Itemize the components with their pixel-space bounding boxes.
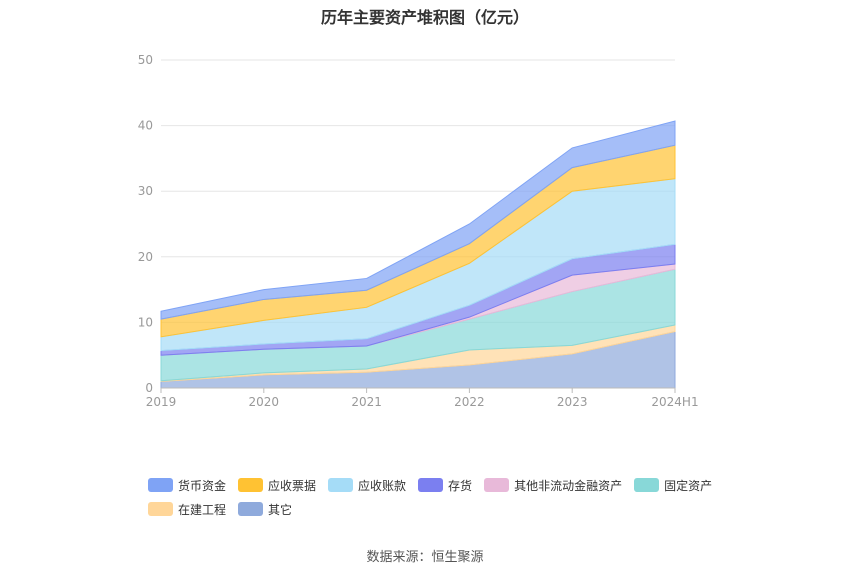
legend-swatch [484,478,510,492]
legend-row: 在建工程 其它 [148,497,748,521]
y-tick-label: 50 [138,53,153,67]
y-tick-label: 10 [138,315,153,329]
chart-title: 历年主要资产堆积图（亿元） [320,8,529,27]
legend-item[interactable]: 在建工程 [148,501,226,518]
legend-item[interactable]: 货币资金 [148,477,226,494]
legend-item[interactable]: 其他非流动金融资产 [484,477,622,494]
legend-item[interactable]: 应收票据 [238,477,316,494]
data-source: 数据来源：恒生聚源 [366,550,484,565]
y-axis: 0 10 20 30 40 50 [138,53,153,395]
area-series-货币资金 [160,120,676,320]
legend-label: 应收账款 [358,478,407,493]
x-axis: 2019 2020 2021 2022 2023 2024H1 [146,387,699,409]
legend-label: 固定资产 [664,478,713,493]
y-tick-label: 30 [138,184,153,198]
x-tick-label: 2024H1 [651,395,698,409]
legend-swatch [634,478,660,492]
y-tick-label: 20 [138,250,153,264]
series-areas [160,120,676,389]
legend-swatch [238,478,264,492]
legend-item[interactable]: 固定资产 [634,477,712,494]
legend-item[interactable]: 存货 [418,477,472,494]
legend-item[interactable]: 应收账款 [328,477,406,494]
x-tick-label: 2019 [146,395,177,409]
y-tick-label: 0 [145,381,153,395]
legend-label: 应收票据 [268,478,317,493]
stacked-area-chart: 2019 2020 2021 2022 2023 2024H1 0 10 20 30 40 50 [138,53,699,409]
legend-swatch [238,502,264,516]
legend-swatch [148,478,173,492]
legend-swatch [328,478,354,492]
x-tick-label: 2020 [249,395,280,409]
y-tick-label: 40 [138,119,153,133]
legend-swatch [148,502,173,516]
x-tick-label: 2022 [454,395,485,409]
legend-label: 货币资金 [178,478,227,493]
x-tick-label: 2021 [351,395,382,409]
legend-label: 其它 [268,502,293,517]
legend: 货币资金 应收票据 应收账款 存货 其他非流动金融资产 固定资产 在建工程 其它 [148,473,748,521]
legend-swatch [418,478,444,492]
legend-label: 存货 [448,478,473,493]
x-tick-label: 2023 [557,395,588,409]
legend-item[interactable]: 其它 [238,501,292,518]
legend-label: 在建工程 [178,502,227,517]
legend-label: 其他非流动金融资产 [514,478,623,493]
legend-row: 货币资金 应收票据 应收账款 存货 其他非流动金融资产 固定资产 [148,473,748,497]
